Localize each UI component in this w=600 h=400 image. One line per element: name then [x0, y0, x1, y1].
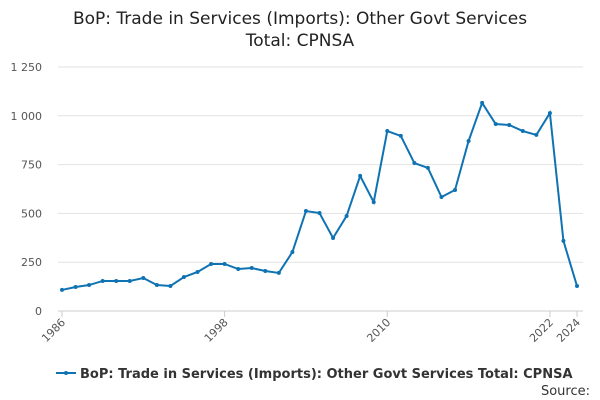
legend-marker: [64, 371, 68, 375]
data-point: [547, 111, 552, 116]
source: Source:: [541, 384, 590, 399]
y-tick-label: 1 000: [11, 110, 43, 123]
data-point: [263, 268, 268, 273]
y-tick-label: 1 250: [11, 61, 43, 74]
x-tick-label: 1998: [202, 316, 231, 345]
data-point: [303, 209, 308, 214]
data-point: [493, 121, 498, 126]
data-point: [87, 283, 92, 288]
data-point: [100, 278, 105, 283]
x-tick-label: 2022: [527, 316, 556, 345]
data-point: [520, 129, 525, 134]
x-tick-label: 2024: [554, 316, 583, 345]
data-point: [398, 133, 403, 138]
data-point: [127, 278, 132, 283]
data-point: [60, 287, 64, 292]
data-point: [317, 211, 322, 216]
data-point: [561, 238, 566, 243]
data-point: [480, 100, 485, 105]
data-point: [114, 278, 119, 283]
y-tick-label: 500: [21, 207, 42, 220]
data-point: [425, 165, 430, 170]
data-point: [290, 250, 295, 255]
data-point: [276, 270, 281, 275]
legend-label: BoP: Trade in Services (Imports): Other …: [80, 367, 573, 382]
data-point: [222, 261, 227, 266]
y-tick-label: 250: [21, 256, 42, 269]
data-point: [195, 269, 200, 274]
data-point: [507, 122, 512, 127]
data-point: [168, 284, 173, 289]
data-point: [73, 284, 78, 289]
data-point: [371, 200, 376, 205]
data-point: [154, 283, 159, 288]
y-tick-label: 0: [35, 305, 42, 318]
data-point: [453, 187, 458, 192]
y-tick-label: 750: [21, 159, 42, 172]
data-point: [181, 275, 186, 280]
x-tick-label: 1986: [39, 316, 68, 345]
data-point: [385, 129, 390, 134]
data-point: [344, 213, 349, 218]
data-point: [249, 266, 254, 271]
data-point: [141, 276, 146, 281]
data-point: [331, 235, 336, 240]
data-point: [439, 195, 444, 200]
data-point: [466, 138, 471, 143]
x-tick-label: 2010: [364, 316, 393, 345]
data-point: [412, 161, 417, 166]
data-point: [534, 132, 539, 137]
data-point: [358, 173, 363, 178]
data-point: [575, 284, 579, 289]
data-point: [236, 267, 241, 272]
data-point: [209, 261, 214, 266]
chart-title: BoP: Trade in Services (Imports): Other …: [72, 9, 528, 51]
